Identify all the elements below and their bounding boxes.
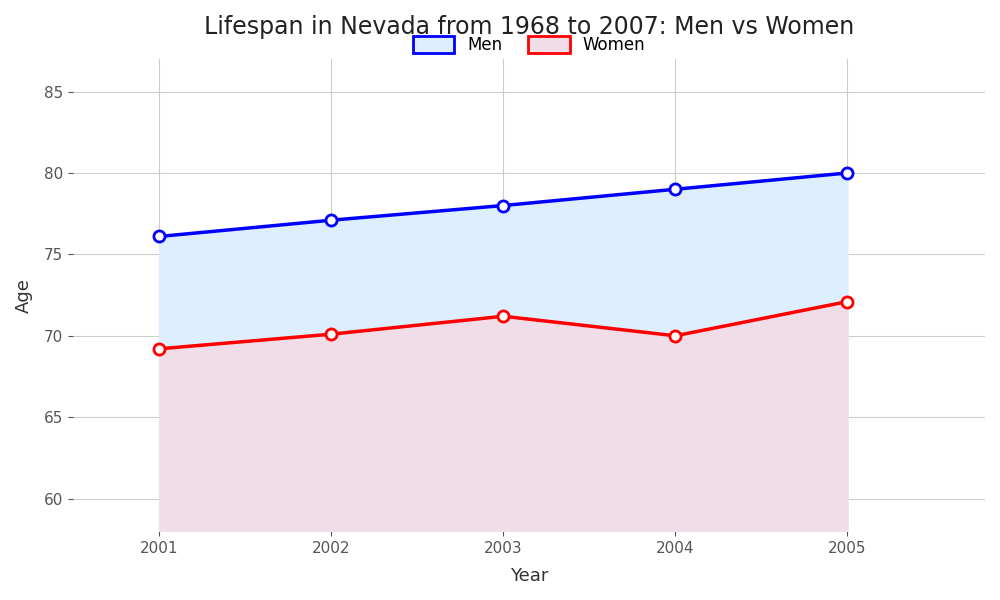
Title: Lifespan in Nevada from 1968 to 2007: Men vs Women: Lifespan in Nevada from 1968 to 2007: Me… [204,15,854,39]
X-axis label: Year: Year [510,567,548,585]
Legend: Men, Women: Men, Women [406,29,652,61]
Y-axis label: Age: Age [15,278,33,313]
